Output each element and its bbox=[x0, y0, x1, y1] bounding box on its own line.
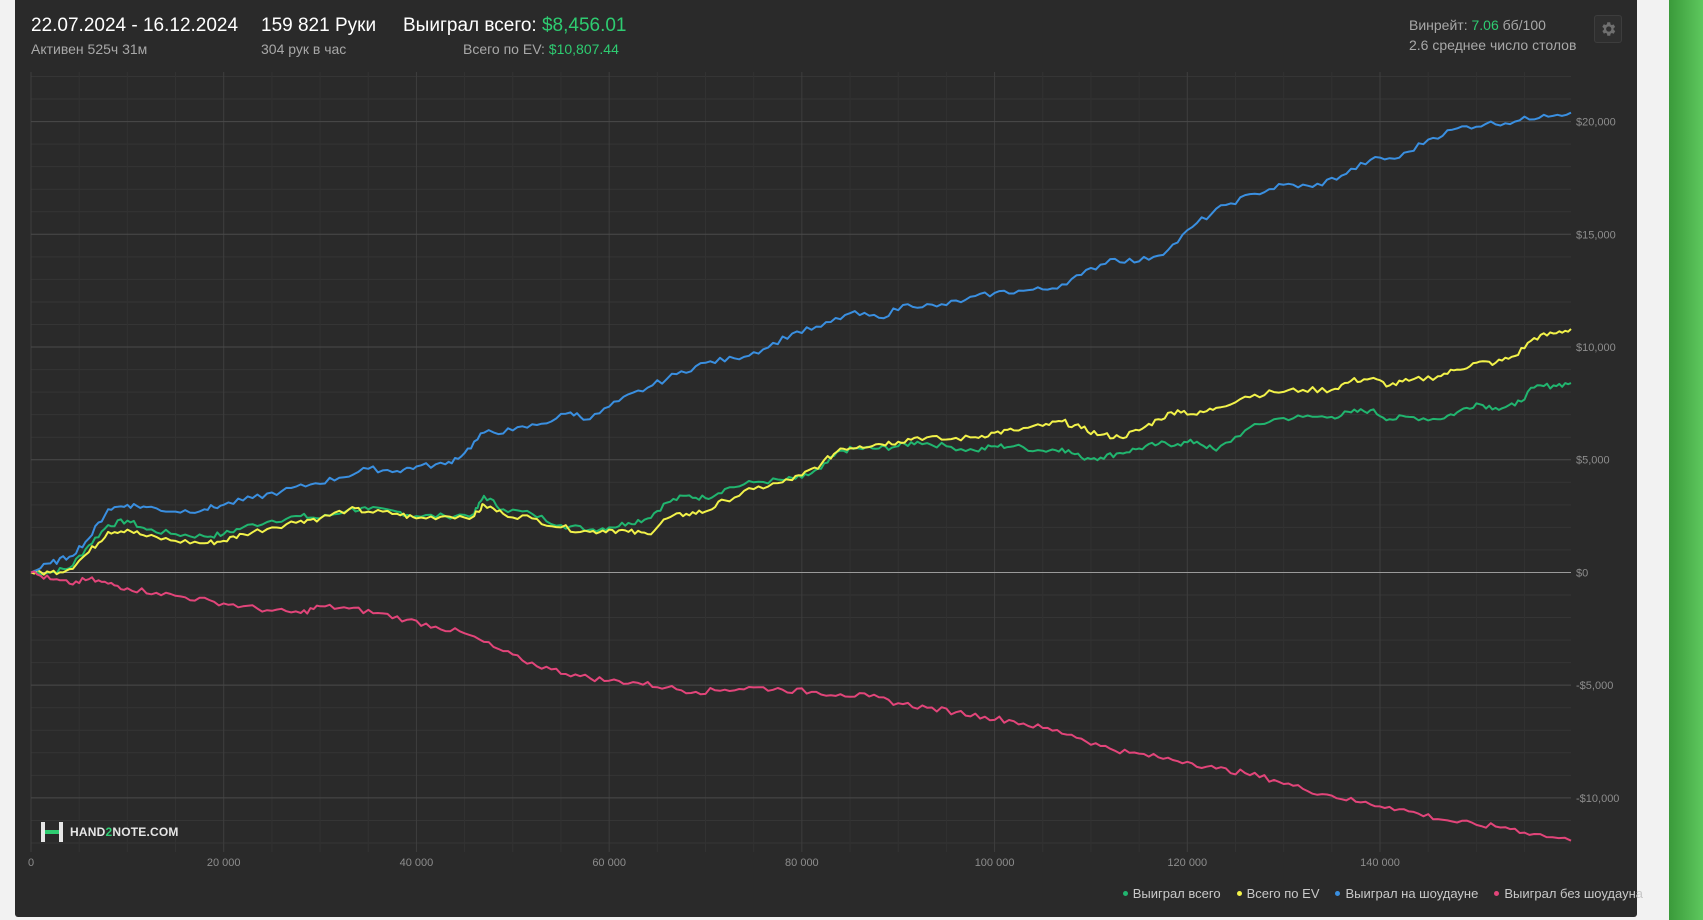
y-axis-labels: $20,000 $15,000 $10,000 $5,000 $0 -$5,000 -$10… bbox=[1576, 117, 1619, 805]
legend-dot bbox=[1122, 891, 1128, 896]
winrate: Винрейт: 7.06 бб/100 bbox=[1409, 17, 1546, 33]
x-tick-label: 80 000 bbox=[785, 857, 819, 869]
series-line-won-nonshowdown bbox=[30, 570, 1572, 842]
ev-total-label: Всего по EV: bbox=[463, 41, 545, 57]
x-tick-label: 120 000 bbox=[1167, 857, 1207, 869]
x-tick-label: 140 000 bbox=[1360, 857, 1400, 869]
y-tick-label: $5,000 bbox=[1576, 455, 1610, 467]
winrate-unit: бб/100 bbox=[1502, 17, 1546, 33]
legend-dot bbox=[1236, 891, 1242, 896]
y-tick-label: $15,000 bbox=[1576, 229, 1616, 241]
chart-legend: Выиграл всего Всего по EV Выиграл на шоуда… bbox=[1122, 886, 1643, 901]
logo-text: HAND2NOTE.COM bbox=[70, 825, 179, 839]
series-lines bbox=[30, 111, 1572, 842]
legend-label: Выиграл без шоудауна bbox=[1504, 886, 1643, 901]
x-tick-label: 40 000 bbox=[400, 857, 434, 869]
legend-label: Всего по EV bbox=[1246, 886, 1320, 901]
legend-label: Выиграл всего bbox=[1132, 886, 1221, 901]
x-tick-label: 20 000 bbox=[207, 857, 241, 869]
settings-button[interactable] bbox=[1594, 15, 1622, 43]
series-line-won-total bbox=[31, 382, 1572, 576]
series-line-ev-total bbox=[30, 328, 1572, 576]
window-edge-strip bbox=[1669, 0, 1703, 920]
legend-item-won-total[interactable]: Выиграл всего bbox=[1122, 886, 1221, 901]
legend-item-won-nonshowdown[interactable]: Выиграл без шоудауна bbox=[1494, 886, 1643, 901]
y-tick-label: $10,000 bbox=[1576, 342, 1616, 354]
legend-dot bbox=[1335, 891, 1341, 896]
x-tick-label: 100 000 bbox=[975, 857, 1015, 869]
logo-text-prefix: HAND bbox=[70, 825, 106, 839]
logo-mark-icon bbox=[41, 822, 63, 842]
active-time: Активен 525ч 31м bbox=[31, 41, 148, 57]
y-tick-label: $20,000 bbox=[1576, 117, 1616, 129]
y-tick-label: $0 bbox=[1576, 567, 1588, 579]
date-range: 22.07.2024 - 16.12.2024 bbox=[31, 15, 239, 36]
ev-total: Всего по EV: $10,807.44 bbox=[463, 41, 619, 57]
grid-major bbox=[30, 72, 1571, 852]
legend-label: Выиграл на шоудауне bbox=[1345, 886, 1479, 901]
x-axis-labels: 0 20 000 40 000 60 000 80 000 100 000 120 000 1… bbox=[28, 857, 1400, 869]
won-total-label: Выиграл всего: bbox=[403, 15, 537, 36]
avg-tables: 2.6 среднее число столов bbox=[1409, 37, 1577, 53]
logo-text-mid: 2 bbox=[105, 825, 113, 839]
legend-dot bbox=[1494, 891, 1500, 896]
x-tick-label: 60 000 bbox=[592, 857, 626, 869]
hands-per-hour: 304 рук в час bbox=[261, 41, 347, 57]
winrate-value: 7.06 bbox=[1471, 17, 1499, 33]
won-total-value: $8,456.01 bbox=[541, 15, 627, 36]
hand2note-logo: HAND2NOTE.COM bbox=[40, 821, 179, 843]
legend-item-won-showdown[interactable]: Выиграл на шоудауне bbox=[1335, 886, 1478, 901]
legend-item-ev-total[interactable]: Всего по EV bbox=[1236, 886, 1320, 901]
y-tick-label: -$10,000 bbox=[1576, 793, 1619, 805]
gear-icon bbox=[1602, 22, 1616, 36]
won-total: Выиграл всего: $8,456.01 bbox=[403, 15, 627, 37]
y-tick-label: -$5,000 bbox=[1576, 680, 1613, 692]
winrate-label: Винрейт: bbox=[1409, 17, 1468, 33]
series-line-won-showdown bbox=[30, 111, 1572, 574]
ev-total-value: $10,807.44 bbox=[548, 41, 619, 57]
grid-minor bbox=[31, 72, 1571, 852]
x-tick-label: 0 bbox=[28, 857, 34, 869]
logo-text-suffix: NOTE.COM bbox=[112, 825, 179, 839]
hands-count: 159 821 Руки bbox=[261, 15, 377, 36]
